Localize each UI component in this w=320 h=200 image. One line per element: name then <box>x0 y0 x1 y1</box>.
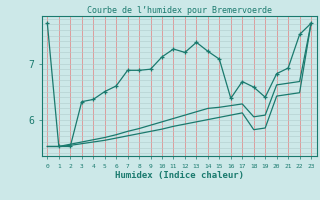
Title: Courbe de l’humidex pour Bremervoerde: Courbe de l’humidex pour Bremervoerde <box>87 6 272 15</box>
X-axis label: Humidex (Indice chaleur): Humidex (Indice chaleur) <box>115 171 244 180</box>
